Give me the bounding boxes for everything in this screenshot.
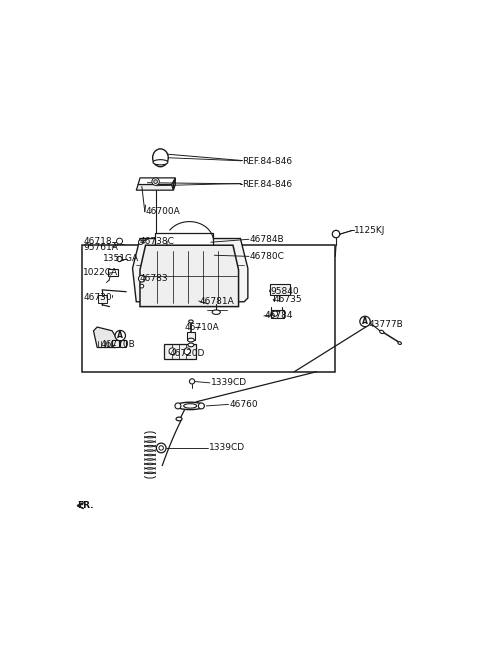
- Ellipse shape: [188, 343, 194, 346]
- Text: 46780C: 46780C: [250, 252, 285, 261]
- Text: A: A: [117, 331, 123, 340]
- Circle shape: [198, 403, 204, 409]
- Circle shape: [159, 445, 163, 450]
- Text: 46784: 46784: [264, 311, 293, 320]
- Circle shape: [332, 231, 340, 238]
- Ellipse shape: [398, 342, 401, 345]
- Bar: [108, 269, 118, 276]
- Polygon shape: [94, 327, 118, 348]
- Ellipse shape: [184, 403, 197, 408]
- Bar: [112, 340, 119, 346]
- Text: 1339CD: 1339CD: [211, 379, 247, 387]
- Text: 46710A: 46710A: [185, 322, 219, 331]
- Text: A: A: [362, 317, 368, 326]
- Polygon shape: [156, 156, 165, 162]
- Text: 46720D: 46720D: [170, 348, 205, 358]
- Polygon shape: [98, 295, 107, 303]
- Circle shape: [152, 178, 159, 185]
- Text: 1351GA: 1351GA: [103, 255, 139, 263]
- Circle shape: [140, 284, 144, 288]
- Circle shape: [175, 403, 181, 409]
- Text: 46700A: 46700A: [145, 207, 180, 216]
- Polygon shape: [138, 178, 175, 185]
- Bar: [120, 340, 126, 346]
- Ellipse shape: [153, 149, 168, 167]
- Bar: [155, 233, 213, 246]
- Ellipse shape: [188, 338, 194, 342]
- Bar: [271, 310, 284, 318]
- Circle shape: [360, 316, 370, 327]
- Polygon shape: [132, 238, 248, 302]
- Text: 43777B: 43777B: [369, 320, 404, 329]
- Circle shape: [190, 379, 195, 384]
- Circle shape: [117, 256, 122, 261]
- Ellipse shape: [176, 417, 182, 421]
- Polygon shape: [140, 245, 239, 307]
- Text: 1125KJ: 1125KJ: [354, 226, 385, 235]
- Circle shape: [115, 330, 125, 341]
- Text: 46718: 46718: [83, 237, 112, 246]
- Ellipse shape: [153, 160, 168, 165]
- Bar: [83, 245, 335, 371]
- Text: 95840: 95840: [270, 287, 299, 296]
- Text: 46770B: 46770B: [101, 341, 136, 349]
- Bar: [187, 332, 195, 340]
- Polygon shape: [136, 185, 173, 190]
- Circle shape: [273, 311, 277, 316]
- Circle shape: [169, 348, 176, 354]
- Ellipse shape: [212, 310, 220, 314]
- Text: REF.84-846: REF.84-846: [242, 179, 292, 189]
- Circle shape: [139, 275, 145, 282]
- Text: 46781A: 46781A: [200, 297, 234, 305]
- Text: 95761A: 95761A: [83, 243, 118, 252]
- Text: 1022CA: 1022CA: [83, 269, 118, 277]
- Bar: [164, 344, 196, 359]
- Text: 46760: 46760: [229, 400, 258, 409]
- Text: 46783: 46783: [140, 274, 168, 283]
- Circle shape: [184, 348, 191, 354]
- Ellipse shape: [189, 320, 193, 323]
- Text: REF.84-846: REF.84-846: [242, 157, 292, 166]
- Circle shape: [139, 240, 143, 244]
- Text: 46735: 46735: [274, 295, 302, 304]
- Text: 46784B: 46784B: [250, 235, 284, 244]
- Polygon shape: [173, 178, 175, 190]
- Text: 1339CD: 1339CD: [209, 443, 245, 453]
- Circle shape: [117, 238, 122, 244]
- Circle shape: [156, 443, 166, 453]
- Text: 46738C: 46738C: [140, 237, 175, 246]
- Ellipse shape: [176, 402, 204, 409]
- Ellipse shape: [380, 330, 384, 333]
- Circle shape: [154, 179, 157, 183]
- Text: FR.: FR.: [77, 501, 93, 510]
- Bar: [270, 284, 289, 295]
- Text: 46730: 46730: [83, 293, 112, 302]
